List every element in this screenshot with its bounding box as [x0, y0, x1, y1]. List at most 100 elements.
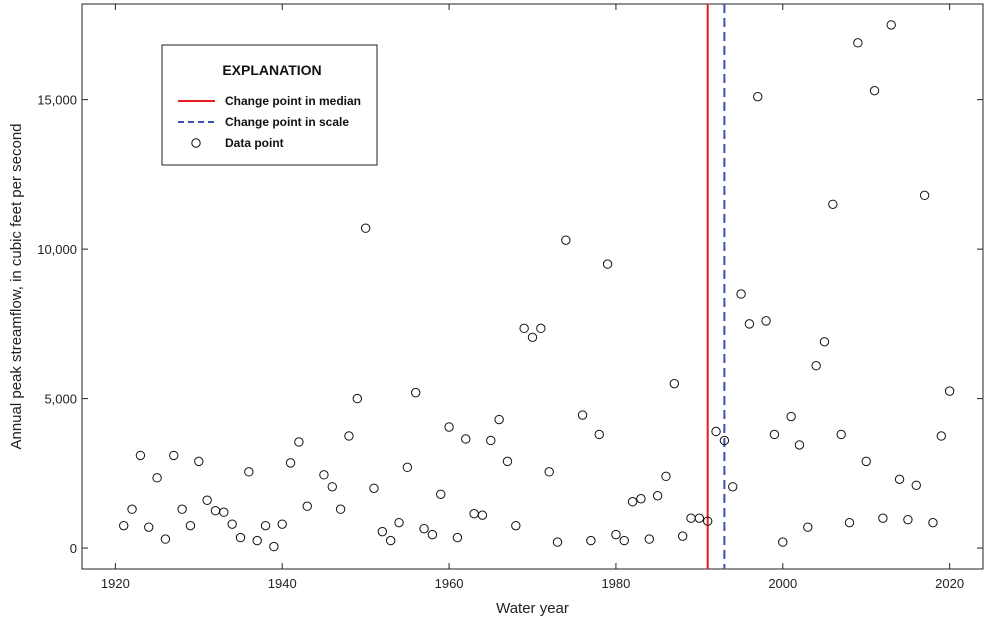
- data-point: [944, 386, 955, 396]
- legend-box: [161, 44, 378, 166]
- data-point: [302, 501, 312, 511]
- data-point: [644, 534, 654, 544]
- data-point: [769, 429, 780, 440]
- data-point: [385, 535, 396, 546]
- data-point: [919, 190, 930, 201]
- data-point: [269, 541, 279, 552]
- data-point: [169, 450, 179, 461]
- data-point: [794, 440, 805, 450]
- x-tick-label: 1980: [601, 576, 630, 591]
- data-point: [419, 523, 429, 534]
- data-point: [661, 471, 671, 482]
- data-point: [461, 434, 471, 444]
- data-point: [344, 431, 354, 441]
- data-point: [894, 474, 905, 485]
- y-axis: 0 5,000 10,000 15,000: [37, 93, 983, 556]
- data-point: [160, 534, 171, 544]
- data-point: [285, 458, 296, 468]
- data-point: [235, 532, 246, 543]
- data-point: [627, 497, 638, 507]
- data-point: [744, 319, 755, 329]
- data-point: [519, 323, 529, 334]
- legend-title: EXPLANATION: [222, 62, 321, 78]
- data-point: [828, 199, 838, 209]
- data-point: [210, 506, 221, 516]
- data-point: [552, 537, 563, 547]
- data-point: [127, 504, 137, 514]
- data-point: [778, 537, 788, 547]
- data-point: [861, 456, 871, 467]
- data-point: [911, 480, 921, 490]
- y-tick-label: 15,000: [37, 93, 77, 108]
- data-point: [561, 235, 571, 245]
- data-point: [536, 323, 546, 334]
- data-point: [586, 535, 596, 546]
- data-point: [294, 437, 304, 447]
- data-point: [452, 532, 463, 543]
- data-point: [611, 529, 621, 540]
- data-point: [219, 507, 229, 517]
- plot-frame: [81, 3, 984, 570]
- data-point: [411, 387, 421, 398]
- data-point: [277, 519, 287, 529]
- data-point: [119, 520, 129, 531]
- data-point: [544, 467, 554, 477]
- data-point: [811, 361, 821, 371]
- data-point: [903, 514, 913, 525]
- data-point: [803, 522, 813, 532]
- data-point: [936, 431, 946, 441]
- data-point: [511, 520, 521, 531]
- data-point: [352, 393, 363, 404]
- data-point: [594, 429, 604, 440]
- data-point: [185, 520, 196, 531]
- data-point: [652, 491, 663, 501]
- data-point: [144, 522, 154, 532]
- data-point: [736, 289, 746, 299]
- data-point: [444, 422, 454, 432]
- data-point: [686, 513, 696, 523]
- y-tick-label: 10,000: [37, 242, 77, 257]
- x-tick-label: 1920: [101, 576, 130, 591]
- data-point: [669, 378, 680, 389]
- data-point: [636, 494, 646, 504]
- data-point: [502, 456, 513, 467]
- data-point: [227, 519, 237, 529]
- change-point-lines: [706, 4, 726, 569]
- data-point: [702, 516, 713, 526]
- y-tick-label: 0: [70, 541, 77, 556]
- x-tick-label: 2020: [935, 576, 964, 591]
- legend: EXPLANATION Change point in median Chang…: [161, 44, 378, 166]
- data-point: [878, 513, 888, 523]
- data-point: [928, 517, 938, 528]
- data-point: [436, 489, 446, 499]
- x-axis: 1920 1940 1960 1980 2000 2020: [101, 4, 964, 591]
- data-point: [152, 473, 162, 483]
- data-point: [202, 495, 212, 505]
- data-point: [719, 435, 730, 446]
- data-point: [786, 411, 796, 422]
- legend-label-data-point: Data point: [225, 136, 284, 150]
- data-point: [853, 38, 863, 48]
- data-point: [577, 410, 588, 420]
- data-point: [135, 450, 146, 461]
- data-point: [728, 482, 738, 492]
- data-point: [494, 414, 504, 425]
- data-point: [753, 91, 763, 102]
- data-point: [427, 529, 438, 540]
- data-point: [527, 332, 538, 343]
- y-axis-title: Annual peak streamflow, in cubic feet pe…: [8, 123, 25, 449]
- x-axis-title: Water year: [496, 600, 569, 617]
- x-tick-label: 1940: [268, 576, 297, 591]
- data-point: [402, 462, 413, 473]
- data-point: [819, 337, 830, 347]
- data-point: [335, 504, 346, 514]
- data-point: [360, 223, 371, 233]
- data-point: [194, 456, 204, 467]
- data-point: [677, 531, 688, 541]
- data-point: [319, 470, 329, 480]
- x-tick-label: 2000: [768, 576, 797, 591]
- data-point: [394, 517, 404, 528]
- data-points: [119, 20, 955, 552]
- data-point: [836, 429, 846, 440]
